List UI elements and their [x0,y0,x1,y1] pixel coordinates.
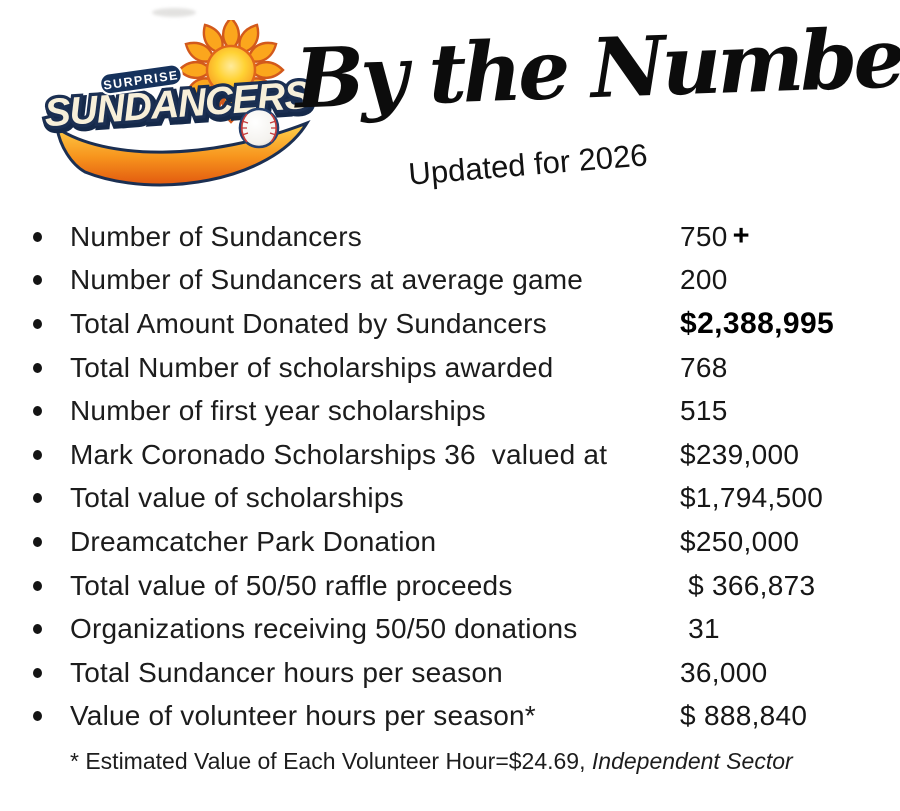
stats-list: Number of Sundancers 750 + Number of Sun… [0,215,900,775]
page-subtitle: Updated for 2026 [407,137,649,192]
footnote-text: * Estimated Value of Each Volunteer Hour… [70,748,592,775]
stat-value: $1,794,500 [680,482,824,514]
stat-row: Total value of 50/50 raffle proceeds $ 3… [0,564,900,608]
stat-value: 200 [680,264,728,296]
footnote-source: Independent Sector [591,748,793,775]
stat-value: $239,000 [680,438,800,470]
page-title: By the Numbers [293,7,900,128]
bullet-dot-icon [33,449,42,460]
stat-value: 36,000 [680,656,768,688]
stat-label: Number of first year scholarships [70,395,486,427]
bullet-dot-icon [33,536,42,547]
stat-row: Total value of scholarships $1,794,500 [0,477,900,521]
bullet-dot-icon [33,667,42,678]
stat-label: Organizations receiving 50/50 donations [70,613,578,645]
bullet-dot-icon [33,624,42,635]
stat-row: Value of volunteer hours per season* $ 8… [0,695,900,739]
sundancers-logo: SUNDANCERS SUNDANCERS SURPRISE [35,16,318,210]
sun-icon [177,16,285,124]
stat-row: Total Number of scholarships awarded 768 [0,346,900,390]
stat-row: Dreamcatcher Park Donation $250,000 [0,520,900,564]
stat-label: Dreamcatcher Park Donation [70,525,437,557]
stat-label: Number of Sundancers at average game [70,264,584,296]
stat-label: Mark Coronado Scholarships 36 valued at [70,438,608,470]
stat-row: Total Amount Donated by Sundancers $2,38… [0,302,900,346]
stat-label: Total Amount Donated by Sundancers [70,307,547,339]
footnote: * Estimated Value of Each Volunteer Hour… [70,748,900,775]
stat-label: Number of Sundancers [70,220,362,252]
baseball-icon [238,107,280,149]
stat-label: Total Sundancer hours per season [70,656,503,688]
bullet-dot-icon [33,362,42,373]
stat-value: 768 [680,351,728,383]
stat-value: $ 366,873 [680,569,816,601]
stat-value: $ 888,840 [680,700,808,732]
stat-label: Total value of scholarships [70,482,404,514]
stat-value: 31 [680,613,720,645]
stat-row: Organizations receiving 50/50 donations … [0,607,900,651]
sundancers-logo-svg: SUNDANCERS SUNDANCERS SURPRISE [40,16,318,187]
bullet-dot-icon [33,493,42,504]
stat-label: Value of volunteer hours per season* [70,700,536,732]
bullet-dot-icon [33,711,42,722]
stat-row: Number of first year scholarships 515 [0,389,900,433]
stat-value: $250,000 [680,525,800,557]
stat-row: Number of Sundancers 750 + [0,215,900,259]
stat-value: 515 [680,395,728,427]
bullet-dot-icon [33,275,42,286]
scan-smudge-artifact [152,8,196,17]
stat-row: Mark Coronado Scholarships 36 valued at … [0,433,900,477]
bullet-dot-icon [33,406,42,417]
stat-row: Number of Sundancers at average game 200 [0,259,900,303]
bullet-dot-icon [33,318,42,329]
stat-row: Total Sundancer hours per season 36,000 [0,651,900,695]
bullet-dot-icon [33,580,42,591]
stat-label: Total value of 50/50 raffle proceeds [70,569,513,601]
stat-value-suffix: + [732,220,750,253]
bullet-dot-icon [33,231,42,242]
stat-label: Total Number of scholarships awarded [70,351,554,383]
stat-value: $2,388,995 [680,306,835,340]
stat-value: 750 [680,220,728,252]
logo-swoosh [54,119,311,187]
